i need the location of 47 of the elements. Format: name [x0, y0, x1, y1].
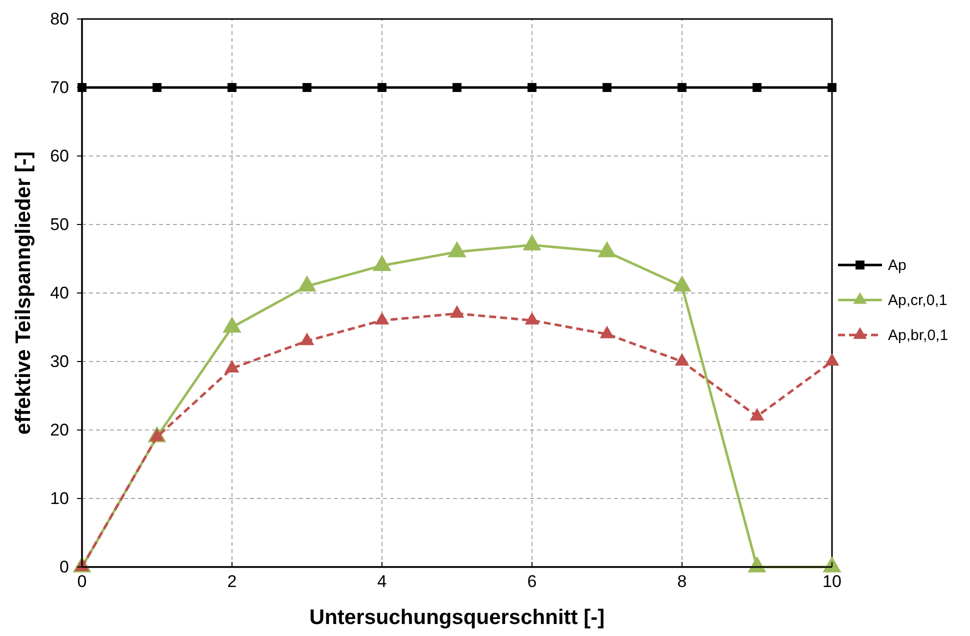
point [228, 83, 236, 92]
y-tick-label: 80 [50, 9, 69, 28]
y-tick-label: 0 [60, 557, 69, 576]
x-tick-label: 2 [227, 572, 237, 592]
y-tick-label: 10 [50, 488, 69, 508]
point [750, 408, 764, 420]
point [752, 83, 762, 92]
point [224, 360, 240, 373]
point [598, 241, 616, 258]
point [378, 83, 386, 92]
point [602, 83, 612, 92]
point [822, 556, 842, 572]
y-tick-label: 60 [50, 146, 69, 166]
point [528, 83, 536, 92]
x-tick-label: 10 [822, 572, 842, 592]
y-tick-label: 70 [50, 78, 69, 97]
point [152, 83, 162, 92]
point [828, 83, 836, 92]
point [302, 83, 312, 92]
y-tick-label: 30 [50, 352, 69, 371]
point [452, 83, 462, 92]
x-tick-label: 8 [677, 572, 687, 592]
x-tick-label: 4 [377, 572, 387, 592]
point [522, 234, 542, 250]
point [678, 83, 686, 92]
x-tick-label: 0 [77, 572, 87, 592]
point [524, 312, 540, 325]
point [674, 353, 690, 366]
point [222, 316, 242, 333]
legend-label: Ap,br,0,1 [888, 327, 948, 344]
point [448, 241, 466, 258]
y-tick-label: 40 [50, 283, 69, 302]
legend-label: Ap,cr,0,1 [888, 292, 948, 309]
y-tick-label: 20 [50, 420, 69, 440]
point [298, 275, 316, 292]
x-axis-title: Untersuchungsquerschnitt [-] [309, 606, 605, 629]
point [600, 326, 614, 338]
point [824, 353, 840, 366]
point [450, 305, 464, 318]
point [372, 254, 392, 271]
point [374, 312, 390, 325]
legend-label: Ap [888, 257, 906, 274]
point [300, 332, 314, 346]
x-tick-label: 6 [527, 572, 537, 592]
y-axis-title: effektive Teilspannglieder [-] [12, 151, 35, 435]
y-tick-label: 50 [50, 214, 69, 234]
point [672, 275, 692, 292]
